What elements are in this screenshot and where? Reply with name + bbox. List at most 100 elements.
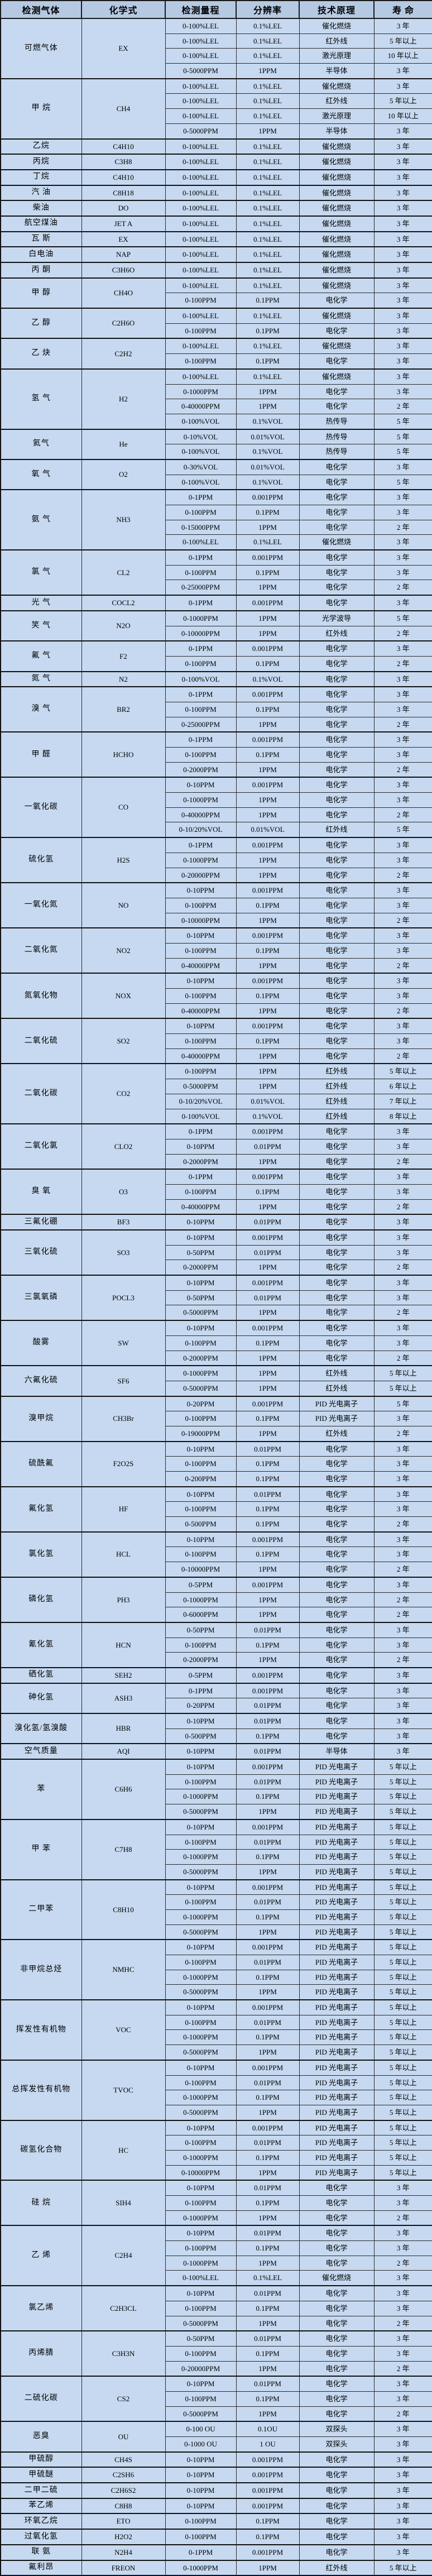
gas-name-cell: 氟化氢	[0, 1486, 82, 1533]
lifespan-cell: 3 年	[373, 549, 432, 566]
resolution-cell: 0.01%VOL	[236, 428, 300, 445]
gas-name-cell: 乙 醇	[0, 308, 82, 339]
technology-cell: PID 光电离子	[299, 1849, 375, 1865]
resolution-cell: 0.001PPM	[236, 1169, 300, 1185]
resolution-cell: 0.1PPM	[236, 564, 300, 581]
technology-cell: PID 光电离子	[299, 2135, 375, 2151]
gas-name-cell: 氮氧化物	[0, 973, 82, 1019]
resolution-cell: 0.01PPM	[236, 1698, 300, 1714]
resolution-cell: 0.01PPM	[236, 1743, 300, 1760]
technology-cell: PID 光电离子	[299, 2165, 375, 2181]
detection-range-cell: 0-100PPM	[165, 1955, 237, 1970]
technology-cell: 红外线	[299, 1365, 375, 1381]
table-row: 氮 气 N2 0-100%VOL 0.1%VOL 电化学 3 年	[0, 671, 432, 687]
resolution-cell: 0.1%LEL	[236, 48, 300, 64]
detection-range-cell: 0-40000PPM	[165, 957, 237, 974]
lifespan-cell: 2 年	[373, 2255, 432, 2271]
gas-name-cell: 乙烷	[0, 138, 82, 155]
detection-range-cell: 0-2000PPM	[165, 1652, 237, 1668]
lifespan-cell: 5 年以上	[373, 1365, 432, 1381]
chemical-formula-cell: C8H8	[81, 2497, 166, 2514]
technology-cell: 红外线	[299, 822, 375, 838]
technology-cell: 电化学	[299, 1698, 375, 1714]
table-row: 0-100PPM 0.1PPM 电化学 3 年	[1, 1456, 432, 1472]
resolution-cell: 0.1PPM	[236, 1909, 300, 1925]
detection-range-cell: 0-10PPM	[165, 1712, 237, 1729]
table-row: 0-10000PPM 1PPM 电化学 2 年	[1, 1562, 432, 1578]
detection-range-cell: 0-100%LEL	[165, 78, 237, 94]
resolution-cell: 0.01PPM	[236, 2135, 300, 2151]
technology-cell: 电化学	[299, 942, 375, 959]
technology-cell: 电化学	[299, 1169, 375, 1185]
detection-range-cell: 0-10PPM	[165, 2225, 237, 2242]
technology-cell: 催化燃烧	[299, 338, 375, 355]
lifespan-cell: 5 年以上	[373, 2135, 432, 2151]
chemical-formula-cell: ETO	[81, 2513, 166, 2530]
detection-range-cell: 0-100%LEL	[165, 277, 237, 294]
resolution-cell: 1PPM	[236, 1260, 300, 1276]
technology-cell: 电化学	[299, 2285, 375, 2301]
gas-name-cell: 可燃气体	[0, 18, 82, 79]
col-header-formula: 化学式	[81, 0, 166, 19]
resolution-cell: 1PPM	[236, 807, 300, 823]
detection-range-cell: 0-100PPM	[165, 2135, 237, 2151]
table-row: 苯 C6H6 0-10PPM 0.001PPM PID 光电离子 5 年以上	[0, 1759, 432, 1820]
lifespan-cell: 2 年	[373, 912, 432, 928]
chemical-formula-cell: NO2	[81, 927, 166, 974]
detection-range-cell: 0-100PPM	[165, 2513, 237, 2530]
table-row: 甲 醇 CH4O 0-100%LEL 0.1%LEL 催化燃烧 3 年	[0, 277, 432, 309]
gas-name-cell: 砷化氢	[0, 1682, 82, 1714]
table-row: 0-100PPM 0.1PPM 电化学 3 年	[1, 701, 432, 717]
technology-cell: 电化学	[299, 1018, 375, 1035]
resolution-cell: 0.1PPM	[236, 293, 300, 309]
resolution-cell: 1PPM	[236, 792, 300, 808]
lifespan-cell: 2 年	[373, 867, 432, 883]
table-row: 0-40000PPM 1PPM 电化学 2 年	[1, 1048, 432, 1064]
technology-cell: 电化学	[299, 1501, 375, 1517]
resolution-cell: 1PPM	[236, 2559, 300, 2576]
detection-range-cell: 0-100PPM	[165, 353, 237, 370]
technology-cell: 电化学	[299, 2240, 375, 2256]
resolution-cell: 0.1PPM	[236, 942, 300, 959]
chemical-formula-cell: HF	[81, 1486, 166, 1533]
technology-cell: 电化学	[299, 716, 375, 732]
technology-cell: PID 光电离子	[299, 1984, 375, 2000]
chemical-formula-cell: C2H3CL	[81, 2285, 166, 2331]
resolution-cell: 0.001PPM	[236, 2451, 300, 2468]
detection-range-cell: 0-10PPM	[165, 1531, 237, 1548]
detection-range-cell: 0-19000PPM	[165, 1425, 237, 1442]
gas-name-cell: 甲 烷	[0, 78, 82, 139]
technology-cell: 电化学	[299, 2225, 375, 2242]
gas-name-cell: 航空煤油	[0, 215, 82, 232]
lifespan-cell: 2 年	[373, 957, 432, 974]
resolution-cell: 0.1PPM	[236, 701, 300, 717]
detection-range-cell: 0-100%VOL	[165, 413, 237, 430]
gas-name-cell: 光 气	[0, 595, 82, 611]
detection-range-cell: 0-10PPM	[165, 2497, 237, 2514]
lifespan-cell: 10 年以上	[373, 108, 432, 124]
detection-range-cell: 0-10PPM	[165, 1138, 237, 1155]
resolution-cell: 0.1PPM	[236, 655, 300, 672]
gas-name-cell: 氯乙烯	[0, 2285, 82, 2331]
table-row: 甲 醛 HCHO 0-1PPM 0.001PPM 电化学 3 年	[0, 731, 432, 778]
gas-name-cell: 二硫化碳	[0, 2376, 82, 2422]
technology-cell: 电化学	[299, 1531, 375, 1548]
resolution-cell: 0.1PPM	[236, 1471, 300, 1487]
technology-cell: 电化学	[299, 1123, 375, 1139]
lifespan-cell: 5 年	[373, 610, 432, 626]
gas-name-cell: 臭 氧	[0, 1169, 82, 1215]
technology-cell: 电化学	[299, 1546, 375, 1563]
resolution-cell: 1PPM	[236, 63, 300, 79]
detection-range-cell: 0-40000PPM	[165, 399, 237, 414]
technology-cell: 红外线	[299, 1108, 375, 1124]
resolution-cell: 0.1%LEL	[236, 108, 300, 124]
chemical-formula-cell: NH3	[81, 489, 166, 550]
detection-range-cell: 0-1PPM	[165, 2544, 237, 2560]
table-row: 二氧化碳 CO2 0-100PPM 1PPM 红外线 5 年以上	[0, 1063, 432, 1124]
lifespan-cell: 3 年	[373, 246, 432, 263]
lifespan-cell: 3 年	[373, 1621, 432, 1638]
technology-cell: 电化学	[299, 988, 375, 1004]
table-row: 0-1000PPM 1PPM 电化学 2 年	[1, 2210, 432, 2226]
lifespan-cell: 3 年	[373, 777, 432, 793]
gas-name-cell: 甲 苯	[0, 1818, 82, 1880]
